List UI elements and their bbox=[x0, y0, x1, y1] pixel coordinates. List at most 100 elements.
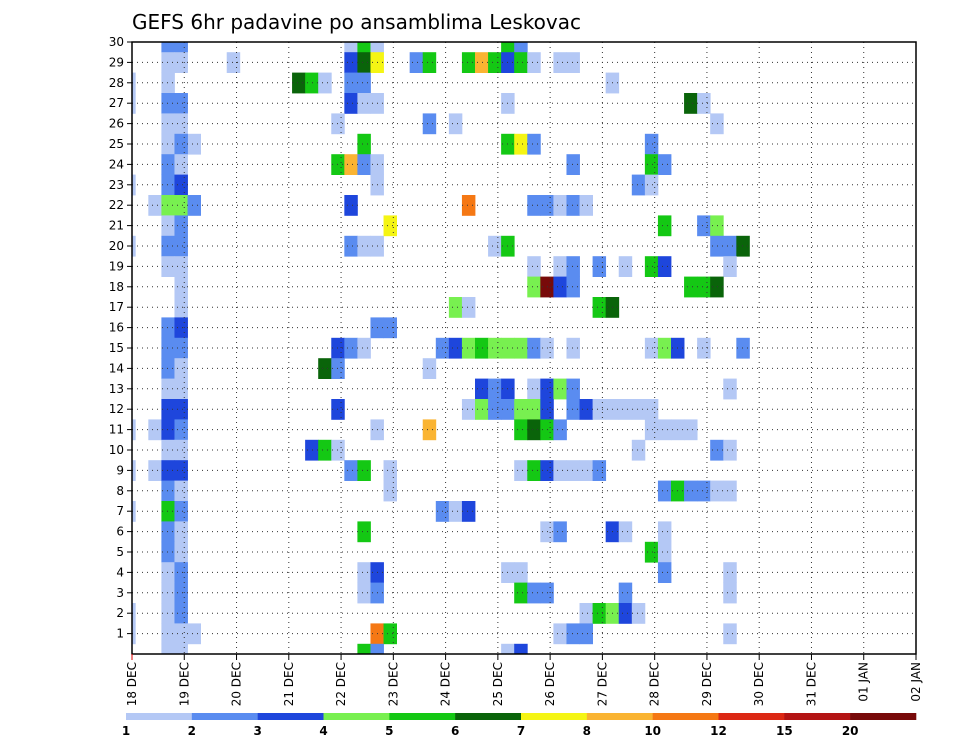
heat-cell bbox=[488, 337, 502, 359]
y-tick-label: 2 bbox=[116, 606, 124, 620]
y-tick-label: 1 bbox=[116, 627, 124, 641]
heat-cell bbox=[710, 439, 724, 461]
heat-cell bbox=[475, 399, 489, 420]
x-tick-label: 22 DEC bbox=[334, 662, 348, 706]
y-tick-label: 13 bbox=[109, 382, 124, 396]
heat-cell bbox=[644, 399, 659, 420]
heat-cell bbox=[723, 623, 737, 645]
heat-cell bbox=[161, 72, 175, 94]
heat-cell bbox=[161, 235, 175, 257]
heat-cell bbox=[174, 317, 188, 339]
heat-cell bbox=[318, 439, 332, 461]
heat-cell bbox=[344, 195, 358, 216]
x-tick-label: 18 DEC bbox=[125, 662, 139, 706]
y-tick-label: 27 bbox=[109, 96, 124, 110]
colorbar-swatch bbox=[850, 713, 917, 720]
heat-cell bbox=[132, 174, 136, 196]
y-tick-label: 10 bbox=[109, 443, 124, 457]
heat-cell bbox=[566, 399, 580, 420]
heat-cell bbox=[132, 501, 136, 522]
y-tick-label: 12 bbox=[109, 402, 124, 416]
heat-cell bbox=[618, 256, 633, 277]
heat-cell bbox=[527, 378, 541, 400]
x-tick-label: 25 DEC bbox=[491, 662, 505, 706]
heat-cell bbox=[448, 297, 463, 318]
heat-cell bbox=[710, 113, 724, 135]
heat-cell bbox=[514, 399, 528, 420]
heat-cell bbox=[644, 256, 659, 277]
heat-cell bbox=[644, 419, 659, 441]
heat-cell bbox=[527, 133, 541, 155]
heat-cell bbox=[684, 276, 698, 298]
heat-cell bbox=[161, 317, 175, 339]
heat-cell bbox=[553, 521, 567, 543]
heat-cell bbox=[226, 52, 241, 73]
y-tick-label: 7 bbox=[116, 504, 124, 518]
heat-cell bbox=[475, 337, 489, 359]
heat-cell bbox=[514, 419, 528, 441]
heat-cell bbox=[448, 501, 463, 522]
heat-cell bbox=[174, 215, 188, 237]
heat-cell bbox=[592, 399, 607, 420]
y-tick-label: 23 bbox=[109, 178, 124, 192]
heat-cell bbox=[161, 603, 175, 624]
heat-cell bbox=[527, 256, 541, 277]
heat-cell bbox=[357, 93, 371, 114]
heat-cell bbox=[527, 195, 541, 216]
colorbar-label: 10 bbox=[644, 724, 661, 738]
heat-cell bbox=[566, 154, 580, 175]
heat-cell bbox=[161, 93, 175, 114]
heat-cell bbox=[174, 582, 188, 604]
y-tick-label: 25 bbox=[109, 137, 124, 151]
heat-cell bbox=[422, 419, 437, 441]
heat-cell bbox=[723, 378, 737, 400]
heat-cell bbox=[174, 439, 188, 461]
heat-cell bbox=[174, 643, 188, 654]
heat-cell bbox=[174, 562, 188, 583]
heat-cell bbox=[132, 419, 136, 441]
heat-cell bbox=[488, 235, 502, 257]
y-tick-label: 14 bbox=[109, 361, 124, 375]
colorbar-swatch bbox=[257, 713, 324, 720]
heat-cell bbox=[174, 52, 188, 73]
x-tick-label: 24 DEC bbox=[439, 662, 453, 706]
heat-cell bbox=[422, 113, 437, 135]
heat-cell bbox=[357, 643, 371, 654]
heat-cell bbox=[657, 337, 672, 359]
heat-cell bbox=[592, 603, 607, 624]
heat-cell bbox=[461, 337, 476, 359]
heat-cell bbox=[448, 113, 463, 135]
colorbar-swatch bbox=[191, 713, 258, 720]
heat-cell bbox=[461, 195, 476, 216]
heat-cell bbox=[161, 562, 175, 583]
colorbar-label: 7 bbox=[517, 724, 525, 738]
colorbar-label: 8 bbox=[583, 724, 591, 738]
heat-cell bbox=[174, 297, 188, 318]
heat-cell bbox=[174, 399, 188, 420]
heat-cell bbox=[357, 72, 371, 94]
colorbar-label: 20 bbox=[842, 724, 859, 738]
heat-cell bbox=[357, 337, 371, 359]
heat-cell bbox=[161, 195, 175, 216]
heat-cell bbox=[161, 378, 175, 400]
heat-cell bbox=[318, 358, 332, 379]
heat-cell bbox=[553, 460, 567, 481]
heat-cell bbox=[174, 113, 188, 135]
heat-cell bbox=[501, 643, 515, 654]
x-tick-label: 27 DEC bbox=[595, 662, 609, 706]
heat-cell bbox=[174, 480, 188, 502]
x-axis-ticks: 18 DEC 19 DEC 20 DEC 21 DEC 22 DEC 23 DEC 24 D… bbox=[125, 654, 923, 706]
heat-cell bbox=[553, 623, 567, 645]
heat-cell bbox=[527, 419, 541, 441]
heat-cell bbox=[514, 337, 528, 359]
colorbar-swatch bbox=[389, 713, 456, 720]
heat-cell bbox=[174, 501, 188, 522]
heat-cell bbox=[710, 480, 724, 502]
colorbar-label: 6 bbox=[451, 724, 459, 738]
heat-cell bbox=[723, 582, 737, 604]
heat-cell bbox=[174, 541, 188, 563]
heat-cell bbox=[174, 521, 188, 543]
heat-cell bbox=[488, 52, 502, 73]
colorbar-label: 15 bbox=[776, 724, 793, 738]
